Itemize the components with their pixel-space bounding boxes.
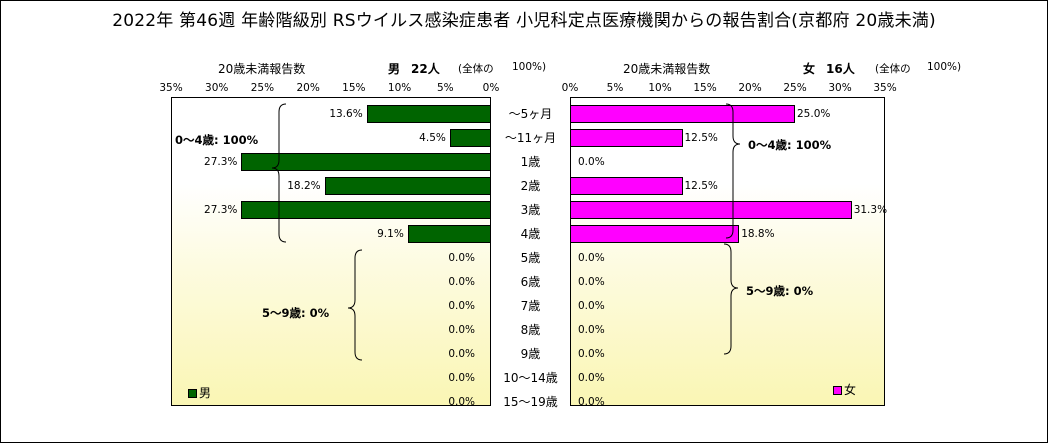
female-value-label: 12.5%: [684, 132, 718, 144]
male-legend-swatch: [188, 389, 197, 398]
male-value-label: 0.0%: [448, 276, 475, 288]
male-sex-label: 男: [388, 62, 401, 76]
female-count: 16人: [826, 62, 855, 76]
male-bar: [241, 201, 491, 219]
female-tick-label: 35%: [873, 82, 897, 94]
female-value-label: 31.3%: [853, 204, 888, 216]
female-bar: [570, 225, 740, 243]
female-tick-label: 30%: [828, 82, 852, 94]
female-value-label: 0.0%: [578, 396, 605, 408]
female-plot-area: [570, 97, 885, 406]
female-value-label: 0.0%: [578, 300, 605, 312]
female-legend-swatch: [833, 386, 842, 395]
female-legend-label: 女: [844, 383, 857, 397]
female-tick-label: 5%: [606, 82, 624, 94]
female-value-label: 0.0%: [578, 372, 605, 384]
female-report-label: 20歳未満報告数: [623, 62, 711, 76]
female-bar: [570, 201, 852, 219]
male-5-9-annotation: 5～9歳: 0%: [262, 306, 330, 320]
male-plot-area: [171, 97, 491, 406]
category-label: 9歳: [520, 347, 541, 361]
category-label: 15～19歳: [503, 395, 558, 409]
female-tick-label: 10%: [648, 82, 672, 94]
male-value-label: 0.0%: [448, 348, 475, 360]
category-label: 3歳: [520, 203, 541, 217]
male-value-label: 13.6%: [329, 108, 363, 120]
male-tick-label: 30%: [205, 82, 229, 94]
male-tick-label: 15%: [342, 82, 366, 94]
male-bar: [241, 153, 491, 171]
male-share-pct: 100%): [512, 61, 547, 73]
male-report-label: 20歳未満報告数: [218, 62, 306, 76]
male-value-label: 27.3%: [204, 156, 238, 168]
female-tick-label: 20%: [738, 82, 762, 94]
male-value-label: 18.2%: [287, 180, 321, 192]
male-value-label: 4.5%: [419, 132, 446, 144]
male-value-label: 27.3%: [204, 204, 238, 216]
male-tick-label: 0%: [482, 82, 500, 94]
female-legend: 女: [833, 381, 856, 398]
category-label: 10～14歳: [503, 371, 558, 385]
female-value-label: 12.5%: [684, 180, 718, 192]
female-value-label: 0.0%: [578, 348, 605, 360]
male-value-label: 0.0%: [448, 396, 475, 408]
male-tick-label: 35%: [159, 82, 183, 94]
category-label: 7歳: [520, 299, 541, 313]
male-bar: [407, 225, 491, 243]
male-0-4-annotation: 0～4歳: 100%: [175, 133, 259, 147]
male-value-label: 0.0%: [448, 252, 475, 264]
male-value-label: 0.0%: [448, 372, 475, 384]
female-5-9-brace: [723, 243, 739, 355]
category-label: 2歳: [520, 179, 541, 193]
male-count: 22人: [411, 62, 440, 76]
female-0-4-annotation: 0～4歳: 100%: [748, 138, 832, 152]
female-value-label: 0.0%: [578, 324, 605, 336]
male-tick-label: 10%: [387, 82, 412, 94]
female-tick-label: 15%: [693, 82, 717, 94]
female-value-label: 25.0%: [797, 108, 831, 120]
male-legend-label: 男: [199, 386, 212, 400]
male-value-label: 9.1%: [377, 228, 404, 240]
category-label: 5歳: [520, 251, 541, 265]
female-tick-label: 25%: [783, 82, 807, 94]
male-value-label: 0.0%: [448, 300, 475, 312]
female-value-label: 0.0%: [578, 156, 605, 168]
chart-title: 2022年 第46週 年齢階級別 RSウイルス感染症患者 小児科定点医療機関から…: [112, 11, 936, 31]
male-bar: [449, 129, 491, 147]
female-sex-label: 女: [803, 62, 816, 76]
category-label: ～5ヶ月: [508, 107, 553, 121]
male-tick-label: 5%: [436, 82, 454, 94]
female-share-pct: 100%): [927, 61, 962, 73]
female-bar: [570, 105, 795, 123]
category-label: 8歳: [520, 323, 541, 337]
female-bar: [570, 177, 683, 195]
male-legend: 男: [188, 384, 211, 401]
category-label: 1歳: [520, 155, 541, 169]
female-tick-label: 0%: [561, 82, 579, 94]
female-value-label: 0.0%: [578, 276, 605, 288]
male-bar: [366, 105, 491, 123]
category-label: 6歳: [520, 275, 541, 289]
female-value-label: 18.8%: [741, 228, 775, 240]
male-tick-label: 25%: [250, 82, 275, 94]
category-label: ～11ヶ月: [504, 131, 557, 145]
female-5-9-annotation: 5～9歳: 0%: [746, 284, 814, 298]
female-value-label: 0.0%: [578, 252, 605, 264]
male-value-label: 0.0%: [448, 324, 475, 336]
female-share-note: (全体の: [875, 63, 911, 75]
female-0-4-brace: [725, 103, 741, 239]
male-bar: [324, 177, 491, 195]
male-share-note: (全体の: [458, 63, 494, 75]
male-5-9-brace: [347, 249, 363, 361]
male-tick-label: 20%: [296, 82, 320, 94]
female-bar: [570, 129, 683, 147]
male-0-4-brace: [271, 103, 287, 243]
category-label: 4歳: [520, 227, 541, 241]
